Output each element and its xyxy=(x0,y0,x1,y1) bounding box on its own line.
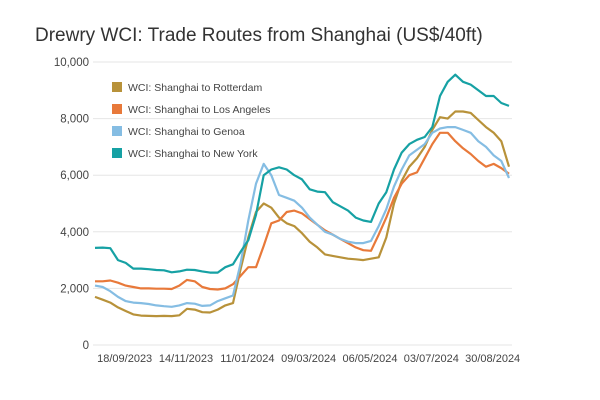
x-tick-label: 11/01/2024 xyxy=(220,353,274,365)
y-tick-label: 6,000 xyxy=(60,170,89,182)
x-axis-ticks: 18/09/2023 14/11/2023 11/01/2024 09/03/2024… xyxy=(97,353,520,365)
series-line-1 xyxy=(95,131,510,291)
legend-label-0: WCI: Shanghai to Rotterdam xyxy=(128,82,262,94)
y-tick-label: 4,000 xyxy=(60,227,89,239)
x-tick-label: 03/07/2024 xyxy=(404,353,459,365)
series-line-0 xyxy=(94,110,511,318)
x-tick-label: 18/09/2023 xyxy=(97,353,152,365)
legend-swatch-2 xyxy=(112,126,122,136)
legend-label-1: WCI: Shanghai to Los Angeles xyxy=(128,104,270,116)
y-tick-label: 8,000 xyxy=(60,114,89,126)
y-tick-label: 0 xyxy=(83,340,89,352)
legend-label-2: WCI: Shanghai to Genoa xyxy=(128,126,245,138)
series-line-3 xyxy=(94,73,510,274)
legend: WCI: Shanghai to Rotterdam WCI: Shanghai … xyxy=(112,82,270,160)
x-tick-label: 30/08/2024 xyxy=(465,353,520,365)
y-tick-label: 10,000 xyxy=(54,57,89,69)
y-tick-label: 2,000 xyxy=(60,283,89,295)
y-axis-ticks: 0 2,000 4,000 6,000 8,000 10,000 xyxy=(54,57,89,352)
series-line-2 xyxy=(94,126,511,308)
legend-swatch-1 xyxy=(112,104,122,114)
legend-swatch-0 xyxy=(112,82,122,92)
x-tick-label: 09/03/2024 xyxy=(281,353,336,365)
x-tick-label: 14/11/2023 xyxy=(159,353,213,365)
legend-label-3: WCI: Shanghai to New York xyxy=(128,148,258,160)
series-lines xyxy=(94,73,511,318)
x-tick-label: 06/05/2024 xyxy=(342,353,397,365)
legend-swatch-3 xyxy=(112,148,122,158)
chart-title: Drewry WCI: Trade Routes from Shanghai (… xyxy=(35,25,483,46)
